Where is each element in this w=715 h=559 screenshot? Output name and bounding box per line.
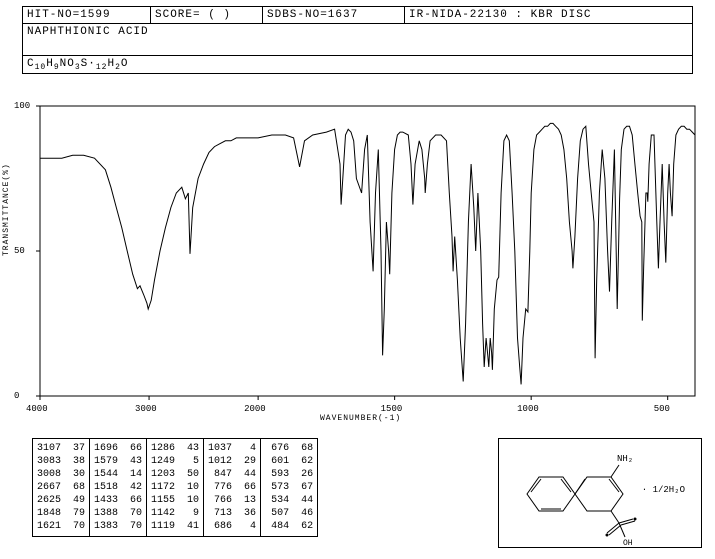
sdbs-no: SDBS-NO=1637 xyxy=(263,7,405,23)
xtick-label: 2000 xyxy=(244,404,266,414)
hit-no: HIT-NO=1599 xyxy=(23,7,151,23)
structure-box: NH₂ OH · 1/2H₂O xyxy=(498,438,702,548)
peak-table: 3107 37 3083 38 3008 30 2667 68 2625 49 … xyxy=(32,438,318,537)
ir-info: IR-NIDA-22130 : KBR DISC xyxy=(405,7,692,23)
xtick-label: 1000 xyxy=(517,404,539,414)
score: SCORE= ( ) xyxy=(151,7,263,23)
header-row-1: HIT-NO=1599 SCORE= ( ) SDBS-NO=1637 IR-N… xyxy=(22,6,693,24)
hydrate-label: · 1/2H₂O xyxy=(642,485,685,495)
formula: C10H9NO3S·12H2O xyxy=(22,56,693,74)
ytick-label: 0 xyxy=(14,391,19,401)
peak-column: 1286 43 1249 5 1203 50 1172 10 1155 10 1… xyxy=(147,439,204,536)
xtick-label: 1500 xyxy=(381,404,403,414)
peak-column: 676 68 601 62 593 26 573 67 534 44 507 4… xyxy=(261,439,317,536)
x-axis-label: WAVENUMBER(-1) xyxy=(320,414,401,423)
compound-name: NAPHTHIONIC ACID xyxy=(22,24,693,56)
nh2-label: NH₂ xyxy=(617,454,633,464)
oh-label: OH xyxy=(623,539,633,548)
ir-spectrum-chart xyxy=(30,101,700,411)
xtick-label: 3000 xyxy=(135,404,157,414)
y-axis-label: TRANSMITTANCE(%) xyxy=(2,163,11,256)
ytick-label: 100 xyxy=(14,101,30,111)
xtick-label: 500 xyxy=(654,404,670,414)
peak-column: 1696 66 1579 43 1544 14 1518 42 1433 66 … xyxy=(90,439,147,536)
peak-column: 3107 37 3083 38 3008 30 2667 68 2625 49 … xyxy=(33,439,90,536)
peak-column: 1037 4 1012 29 847 44 776 66 766 13 713 … xyxy=(204,439,261,536)
xtick-label: 4000 xyxy=(26,404,48,414)
ytick-label: 50 xyxy=(14,246,25,256)
